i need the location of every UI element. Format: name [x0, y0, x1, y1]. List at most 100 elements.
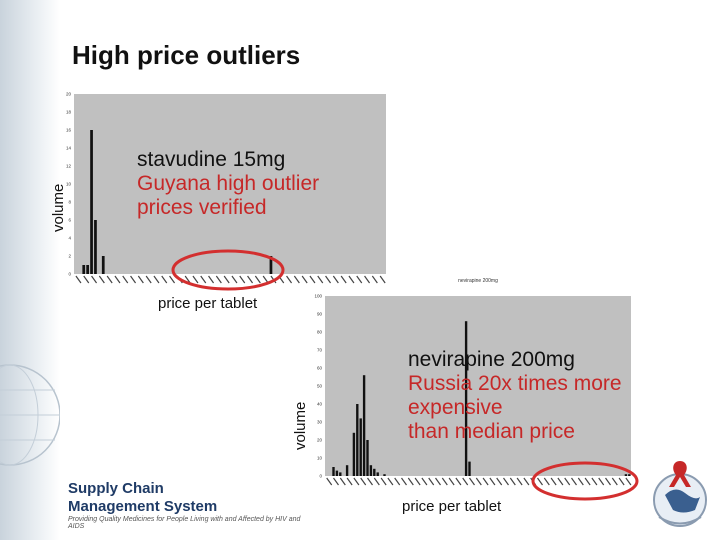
nevirapine-annotation-line-2: Russia 20x times more: [408, 372, 622, 395]
nevirapine-x-tick-mark: [462, 477, 469, 486]
stavudine-outlier-circle: [171, 249, 285, 291]
stavudine-bar: [101, 256, 105, 274]
logo-tagline: Providing Quality Medicines for People L…: [68, 516, 301, 530]
nevirapine-y-tick-label: 50: [317, 384, 323, 389]
nevirapine-x-tick-mark: [482, 477, 489, 486]
nevirapine-plot-area: [325, 296, 631, 476]
stavudine-x-tick-mark: [325, 275, 332, 284]
nevirapine-x-tick-mark: [469, 477, 475, 486]
globe-ribbon-emblem-icon: [653, 461, 707, 527]
nevirapine-bar: [369, 465, 373, 476]
nevirapine-annotation-line-4: than median price: [408, 420, 575, 443]
nevirapine-x-tick-mark: [448, 477, 455, 486]
nevirapine-bar: [624, 474, 628, 476]
stavudine-x-tick-mark: [91, 275, 98, 284]
globe-decoration-icon: [0, 364, 60, 466]
stavudine-x-tick-mark: [239, 275, 246, 284]
nevirapine-bar: [383, 474, 386, 476]
nevirapine-x-tick-mark: [605, 477, 611, 486]
nevirapine-x-axis-label: price per tablet: [402, 498, 502, 515]
nevirapine-x-tick-mark: [441, 477, 448, 486]
nevirapine-annotation-line-1: nevirapine 200mg: [408, 348, 575, 371]
nevirapine-x-tick-mark: [537, 477, 543, 486]
stavudine-x-tick-mark: [114, 275, 121, 284]
nevirapine-x-tick-mark: [367, 477, 373, 486]
stavudine-x-tick-mark: [208, 275, 215, 284]
stavudine-x-tick-mark: [364, 275, 371, 284]
nevirapine-chart-svg: nevirapine 200mg 0 10 20 30 40 50 60 70 80 90 100: [314, 278, 632, 486]
nevirapine-x-tick-mark: [496, 477, 503, 486]
nevirapine-x-tick-mark: [550, 477, 557, 486]
nevirapine-x-tick-mark: [421, 477, 428, 486]
nevirapine-x-tick-mark: [346, 477, 353, 486]
nevirapine-bar: [373, 468, 376, 476]
stavudine-y-tick-label: 8: [68, 200, 71, 205]
nevirapine-x-tick-mark: [380, 477, 387, 486]
stavudine-x-axis-label: price per tablet: [158, 295, 258, 312]
nevirapine-x-tick-mark: [387, 477, 394, 486]
stavudine-bar: [86, 265, 90, 274]
nevirapine-bar: [366, 440, 369, 476]
nevirapine-bar: [376, 472, 379, 476]
stavudine-x-tick-mark: [301, 275, 308, 284]
nevirapine-x-tick-mark: [489, 477, 496, 486]
stavudine-x-tick-mark: [223, 275, 230, 284]
nevirapine-bar: [468, 461, 471, 476]
stavudine-annotation: stavudine 15mg Guyana high outlier price…: [137, 148, 319, 220]
stavudine-x-tick-mark: [83, 275, 90, 284]
nevirapine-bar: [335, 470, 339, 476]
stavudine-x-tick-mark: [332, 275, 339, 284]
stavudine-x-tick-mark: [122, 275, 129, 284]
nevirapine-x-tick-mark: [407, 477, 414, 486]
nevirapine-y-tick-label: 100: [314, 294, 322, 299]
nevirapine-chart: nevirapine 200mg 0 10 20 30 40 50 60 70 80 90 100: [303, 272, 633, 502]
stavudine-annotation-line-2: Guyana high outlier: [137, 172, 320, 195]
stavudine-x-tick-mark: [340, 275, 347, 284]
nevirapine-bar: [359, 418, 362, 476]
nevirapine-y-tick-label: 0: [319, 474, 322, 479]
nevirapine-x-tick-mark: [435, 477, 441, 486]
stavudine-y-tick-label: 2: [68, 254, 71, 259]
stavudine-x-tick-mark: [379, 275, 386, 284]
stavudine-x-tick-mark: [293, 275, 300, 284]
nevirapine-x-tick-mark: [611, 477, 618, 486]
nevirapine-bar: [339, 472, 342, 476]
stavudine-x-tick-mark: [169, 275, 176, 284]
stavudine-x-tick-mark: [106, 275, 113, 284]
nevirapine-x-tick-mark: [625, 477, 632, 486]
stavudine-y-tick-label: 20: [66, 92, 72, 97]
stavudine-x-tick-mark: [231, 275, 238, 284]
nevirapine-bar: [356, 404, 359, 476]
stavudine-y-tick-label: 16: [66, 128, 72, 133]
nevirapine-y-tick-label: 20: [317, 438, 323, 443]
nevirapine-bar: [628, 474, 631, 476]
stavudine-x-tick-mark: [98, 275, 105, 284]
nevirapine-x-tick-mark: [455, 477, 462, 486]
nevirapine-x-tick-mark: [353, 477, 360, 486]
stavudine-plot-area: [74, 94, 386, 274]
nevirapine-bar: [362, 375, 366, 476]
nevirapine-x-tick-mark: [401, 477, 407, 486]
logo-line-1: Supply Chain: [68, 480, 164, 497]
nevirapine-outlier-circle: [531, 461, 639, 501]
nevirapine-y-tick-label: 70: [317, 348, 323, 353]
nevirapine-x-tick-mark: [339, 477, 346, 486]
nevirapine-x-tick-mark: [475, 477, 482, 486]
stavudine-bar: [269, 256, 273, 274]
nevirapine-x-tick-mark: [598, 477, 605, 486]
nevirapine-x-tick-mark: [557, 477, 564, 486]
nevirapine-x-tick-mark: [523, 477, 530, 486]
nevirapine-bar: [352, 432, 356, 476]
nevirapine-x-tick-mark: [333, 477, 339, 486]
nevirapine-x-tick-mark: [509, 477, 516, 486]
stavudine-x-tick-mark: [192, 275, 199, 284]
stavudine-x-tick-mark: [371, 275, 378, 284]
stavudine-x-tick-mark: [137, 275, 144, 284]
stavudine-bar: [82, 265, 86, 274]
stavudine-bar: [94, 220, 97, 274]
nevirapine-x-tick-mark: [571, 477, 577, 486]
nevirapine-annotation-line-3: expensive: [408, 396, 503, 419]
nevirapine-y-tick-label: 10: [317, 456, 323, 461]
nevirapine-x-tick-mark: [503, 477, 509, 486]
